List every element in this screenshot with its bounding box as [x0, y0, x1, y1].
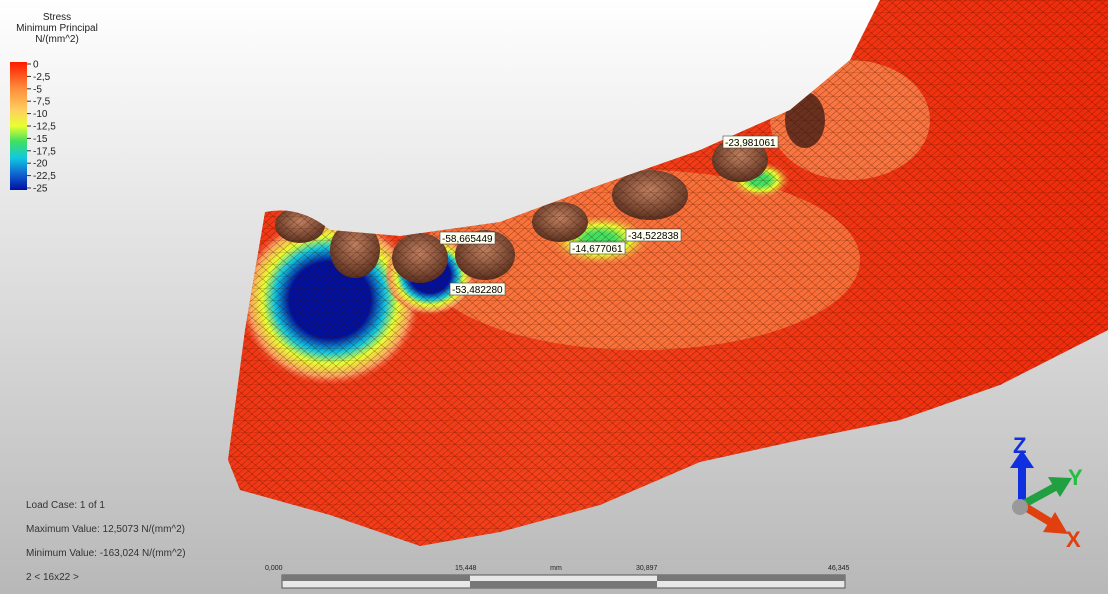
legend-label: 0 — [33, 60, 39, 71]
legend-label: -20 — [33, 159, 48, 170]
legend-title: N/(mm^2) — [35, 34, 79, 45]
probe: -34,522838 — [626, 229, 681, 242]
min-value: Minimum Value: -163,024 N/(mm^2) — [26, 548, 186, 559]
legend-title: Minimum Principal — [16, 23, 98, 34]
scale-label: 0,000 — [265, 565, 283, 572]
legend-label: -5 — [33, 84, 42, 95]
probe: -23,981061 — [723, 136, 778, 149]
page: StressMinimum PrincipalN/(mm^2) 0-2,5-5 -7… — [0, 0, 1108, 594]
probe-label: -23,981061 — [725, 138, 776, 149]
probe-label: -14,677061 — [572, 244, 623, 255]
scale-label: 30,897 — [636, 565, 658, 572]
load-case: Load Case: 1 of 1 — [26, 500, 105, 511]
scale-bar — [282, 575, 845, 588]
legend-label: -15 — [33, 134, 48, 145]
axis-z: Z — [1013, 433, 1026, 458]
legend-label: -25 — [33, 184, 48, 195]
axis-x: X — [1066, 527, 1081, 552]
legend-color-bar — [10, 62, 27, 190]
probe: -58,665449 — [440, 232, 495, 245]
legend-label: -2,5 — [33, 72, 51, 83]
probe: -14,677061 — [570, 242, 625, 255]
axis-y: Y — [1068, 465, 1083, 490]
legend-title: Stress — [43, 12, 71, 23]
viewport: StressMinimum PrincipalN/(mm^2) 0-2,5-5 -7… — [0, 0, 1108, 594]
probe: -53,482280 — [450, 283, 505, 296]
scale-label: 46,345 — [828, 565, 850, 572]
scale-label: 15,448 — [455, 565, 477, 572]
max-value: Maximum Value: 12,5073 N/(mm^2) — [26, 524, 185, 535]
page-indicator: 2 < 16x22 > — [26, 572, 79, 583]
scale-unit: mm — [550, 565, 562, 572]
legend-label: -17,5 — [33, 146, 56, 157]
probe-label: -53,482280 — [452, 285, 503, 296]
probe-label: -58,665449 — [442, 234, 493, 245]
legend-label: -22,5 — [33, 171, 56, 182]
legend-label: -7,5 — [33, 97, 51, 108]
legend-label: -12,5 — [33, 122, 56, 133]
legend-label: -10 — [33, 109, 48, 120]
probe-label: -34,522838 — [628, 231, 679, 242]
